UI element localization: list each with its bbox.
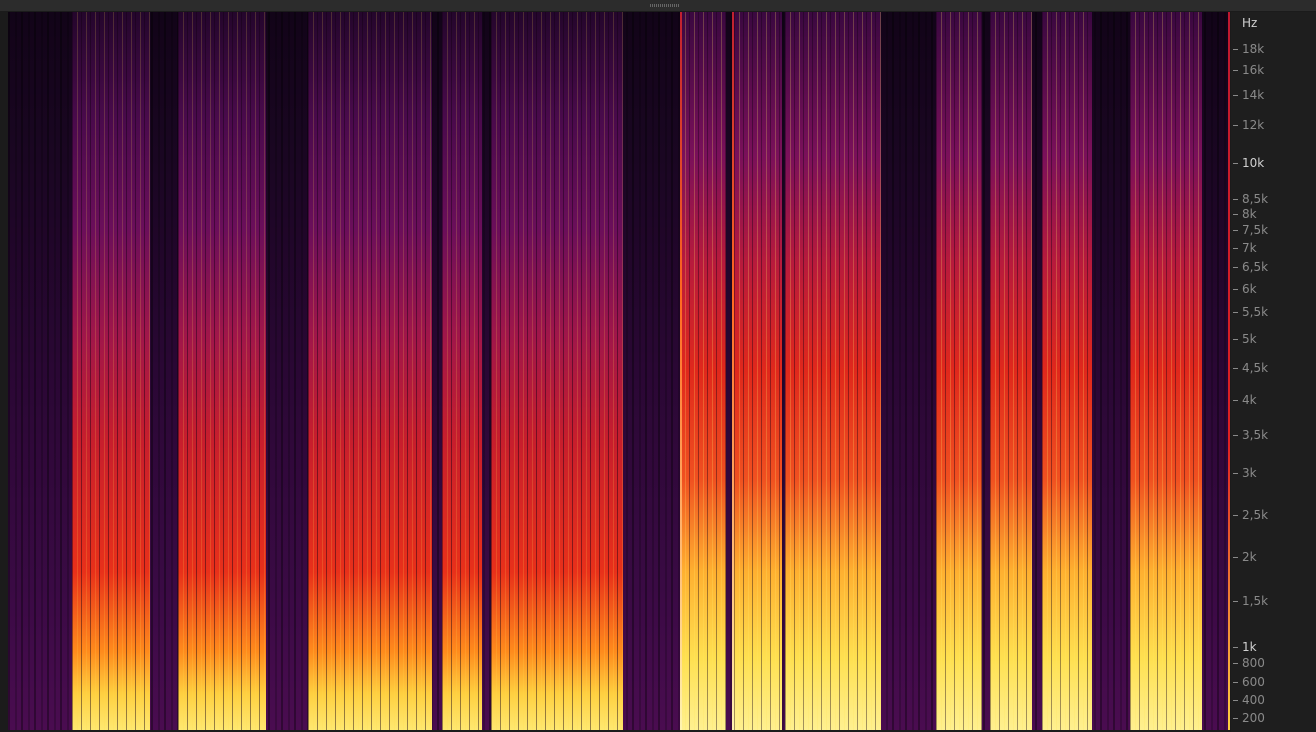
tick-mark [1233, 601, 1238, 602]
tick-mark [1233, 435, 1238, 436]
tick-mark [1233, 682, 1238, 683]
tick-mark [1233, 400, 1238, 401]
freq-label: 7,5k [1242, 223, 1269, 237]
freq-label: 16k [1242, 63, 1265, 77]
freq-label: 400 [1242, 693, 1265, 707]
tick-mark [1233, 312, 1238, 313]
freq-label: 18k [1242, 42, 1265, 56]
freq-label: 2,5k [1242, 508, 1269, 522]
tick-mark [1233, 230, 1238, 231]
frequency-ruler: Hz 18k 16k 14k 12k 10k 8,5k 8k 7,5k 7k 6… [1231, 12, 1316, 732]
tick-mark [1233, 95, 1238, 96]
spectrogram[interactable] [8, 12, 1228, 730]
tick-mark [1233, 163, 1238, 164]
freq-label: 10k [1242, 156, 1265, 170]
tick-mark [1233, 289, 1238, 290]
tick-mark [1233, 267, 1238, 268]
speech-burst [178, 12, 266, 730]
freq-label: 12k [1242, 118, 1265, 132]
speech-burst [1130, 12, 1202, 730]
playhead-edge [1228, 12, 1230, 730]
speech-burst [442, 12, 482, 730]
tick-mark [1233, 339, 1238, 340]
speech-burst [936, 12, 982, 730]
tick-mark [1233, 663, 1238, 664]
tick-mark [1233, 647, 1238, 648]
tick-mark [1233, 70, 1238, 71]
freq-label: 2k [1242, 550, 1257, 564]
freq-label: 1,5k [1242, 594, 1269, 608]
freq-label: 600 [1242, 675, 1265, 689]
unit-label: Hz [1242, 16, 1258, 30]
freq-label: 5,5k [1242, 305, 1269, 319]
freq-label: 5k [1242, 332, 1257, 346]
panel-header [0, 0, 1316, 11]
resize-grip[interactable] [650, 4, 680, 7]
freq-label: 4k [1242, 393, 1257, 407]
speech-burst [491, 12, 623, 730]
speech-burst [72, 12, 150, 730]
tick-mark [1233, 473, 1238, 474]
tick-mark [1233, 248, 1238, 249]
freq-label: 14k [1242, 88, 1265, 102]
freq-label: 200 [1242, 711, 1265, 725]
speech-burst [308, 12, 432, 730]
freq-label: 6k [1242, 282, 1257, 296]
tick-mark [1233, 125, 1238, 126]
freq-label: 7k [1242, 241, 1257, 255]
freq-label: 6,5k [1242, 260, 1269, 274]
freq-label: 1k [1242, 640, 1257, 654]
freq-label: 3,5k [1242, 428, 1269, 442]
freq-label: 8,5k [1242, 192, 1269, 206]
tick-mark [1233, 214, 1238, 215]
freq-label: 4,5k [1242, 361, 1269, 375]
tick-mark [1233, 368, 1238, 369]
tick-mark [1233, 515, 1238, 516]
tick-mark [1233, 700, 1238, 701]
tick-mark [1233, 49, 1238, 50]
speech-burst [680, 12, 726, 730]
tick-mark [1233, 718, 1238, 719]
tick-mark [1233, 199, 1238, 200]
freq-label: 8k [1242, 207, 1257, 221]
speech-burst [1042, 12, 1092, 730]
freq-label: 800 [1242, 656, 1265, 670]
tick-mark [1233, 557, 1238, 558]
freq-label: 3k [1242, 466, 1257, 480]
speech-burst [785, 12, 881, 730]
transient [732, 12, 734, 730]
speech-burst [990, 12, 1032, 730]
transient [680, 12, 682, 730]
speech-burst [734, 12, 782, 730]
